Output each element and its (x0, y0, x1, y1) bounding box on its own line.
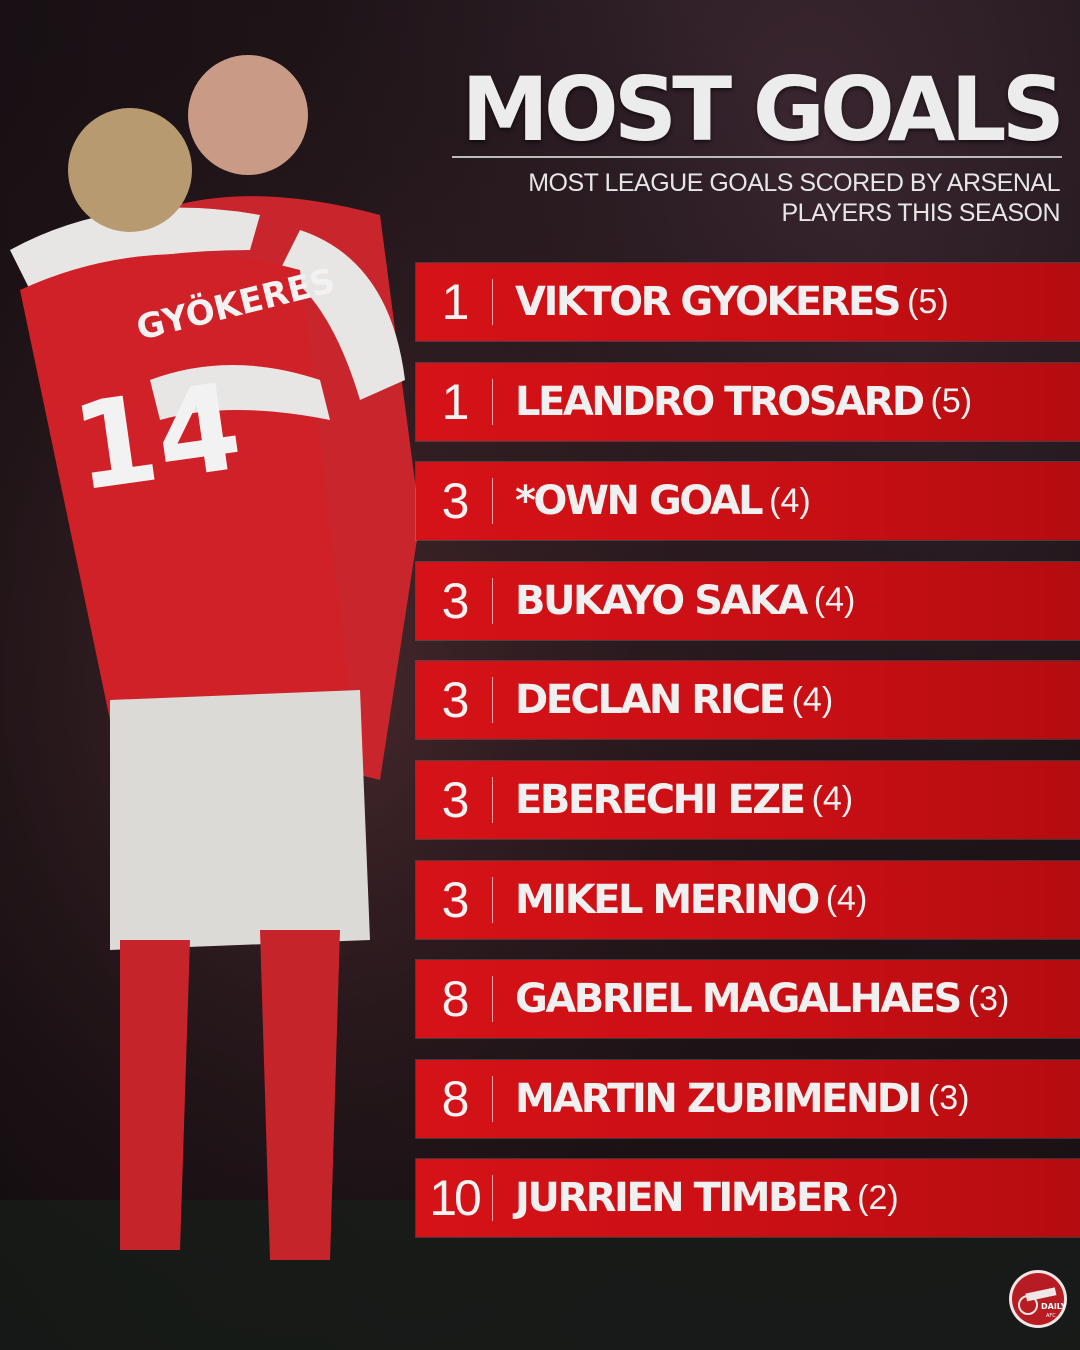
goal-count: (4) (769, 481, 811, 520)
goal-count: (4) (825, 880, 868, 919)
subtitle: MOST LEAGUE GOALS SCORED BY ARSENAL PLAY… (528, 169, 1060, 227)
row-divider (492, 677, 493, 724)
leaderboard-row: 3 EBERECHI EZE (4) (416, 760, 1080, 839)
daily-afc-logo: DAILY AFC (1009, 1270, 1067, 1328)
rank: 3 (441, 871, 470, 928)
goals-leaderboard: 1 VIKTOR GYOKERES (5) 1 LEANDRO TROSARD (5) 3 *… (416, 263, 1080, 1259)
player-name: MIKEL MERINO (515, 876, 820, 923)
leaderboard-row: 1 LEANDRO TROSARD (5) (416, 362, 1080, 441)
title-divider (452, 156, 1062, 158)
player-name: VIKTOR GYOKERES (515, 279, 902, 325)
player-name: LEANDRO TROSARD (515, 378, 925, 425)
rank: 3 (441, 771, 470, 828)
leaderboard-row: 3 BUKAYO SAKA (4) (416, 561, 1080, 640)
svg-text:DAILY: DAILY (1041, 1302, 1067, 1311)
player-name: DECLAN RICE (515, 677, 786, 724)
goal-count: (2) (857, 1178, 899, 1217)
row-divider (492, 378, 493, 425)
svg-text:AFC: AFC (1046, 1313, 1056, 1319)
goal-count: (4) (791, 680, 834, 719)
rank: 8 (441, 971, 470, 1028)
rank: 3 (441, 672, 470, 729)
rank: 3 (441, 572, 470, 629)
leaderboard-row: 1 VIKTOR GYOKERES (5) (416, 263, 1080, 341)
leaderboard-row: 10 JURRIEN TIMBER (2) (416, 1159, 1080, 1238)
row-divider (492, 1075, 493, 1122)
page-title: MOST GOALS (461, 58, 1065, 161)
leaderboard-row: 3 *OWN GOAL (4) (416, 462, 1080, 541)
leaderboard-row: 3 DECLAN RICE (4) (416, 661, 1080, 740)
player-name: *OWN GOAL (515, 478, 764, 525)
row-divider (492, 577, 493, 624)
goal-count: (3) (967, 979, 1010, 1018)
rank: 10 (429, 1170, 482, 1227)
rank: 1 (441, 373, 470, 430)
jersey-number: 14 (65, 358, 250, 519)
goal-count: (5) (930, 382, 973, 421)
goal-count: (4) (813, 581, 856, 620)
player-name: JURRIEN TIMBER (515, 1175, 852, 1222)
row-divider (492, 976, 493, 1023)
rank: 8 (441, 1070, 470, 1127)
row-divider (492, 279, 493, 325)
row-divider (492, 876, 493, 923)
player-name: BUKAYO SAKA (515, 577, 808, 624)
goal-count: (5) (907, 282, 949, 321)
leaderboard-row: 8 GABRIEL MAGALHAES (3) (416, 960, 1080, 1039)
leaderboard-row: 3 MIKEL MERINO (4) (416, 860, 1080, 939)
goal-count: (4) (811, 780, 854, 819)
player-name: GABRIEL MAGALHAES (515, 976, 962, 1023)
rank: 1 (441, 274, 470, 330)
row-divider (492, 1175, 493, 1222)
row-divider (492, 478, 493, 525)
leaderboard-row: 8 MARTIN ZUBIMENDI (3) (416, 1059, 1080, 1138)
goal-count: (3) (927, 1079, 970, 1118)
player-name: EBERECHI EZE (515, 776, 806, 823)
row-divider (492, 776, 493, 823)
rank: 3 (441, 473, 470, 530)
player-name: MARTIN ZUBIMENDI (515, 1075, 922, 1122)
